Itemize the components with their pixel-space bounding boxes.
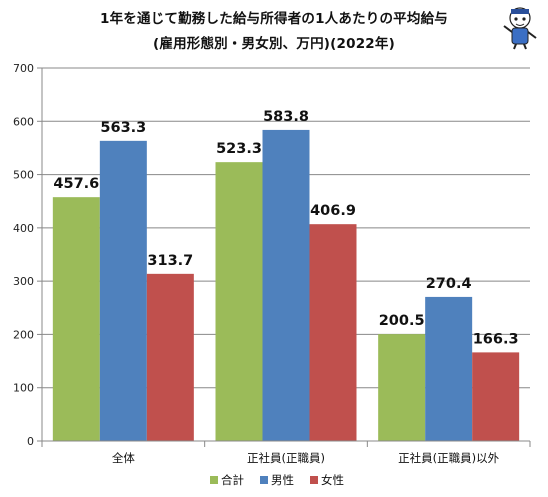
y-tick-label: 300	[13, 275, 34, 288]
mascot-illustration	[503, 7, 537, 50]
data-label: 523.3	[216, 141, 262, 157]
bar-2-0	[146, 273, 194, 441]
bar-2-1	[309, 224, 357, 441]
y-tick-label: 500	[13, 169, 34, 182]
data-label: 270.4	[426, 276, 472, 292]
y-tick-label: 200	[13, 328, 34, 341]
data-label: 200.5	[379, 313, 425, 329]
legend-swatch-2	[310, 476, 318, 484]
legend-swatch-1	[260, 476, 268, 484]
data-label: 563.3	[100, 120, 146, 136]
bar-0-2	[378, 334, 426, 441]
bar-1-0	[99, 140, 147, 442]
y-tick-label: 100	[13, 382, 34, 395]
x-category-label: 正社員(正職員)以外	[398, 451, 499, 465]
x-category-label: 全体	[112, 451, 135, 465]
bar-0-0	[52, 197, 100, 441]
legend-label-1: 男性	[271, 473, 294, 487]
bar-0-1	[215, 162, 263, 441]
y-tick-label: 700	[13, 62, 34, 75]
y-tick-label: 600	[13, 115, 34, 128]
legend-label-2: 女性	[321, 473, 344, 487]
legend-label-0: 合計	[221, 473, 244, 487]
data-label: 406.9	[310, 203, 356, 219]
bar-1-1	[262, 129, 310, 441]
y-tick-label: 0	[27, 435, 34, 448]
data-label: 457.6	[53, 176, 99, 192]
data-label: 583.8	[263, 109, 309, 125]
data-label: 313.7	[147, 253, 193, 269]
x-category-label: 正社員(正職員)	[247, 451, 325, 465]
legend-swatch-0	[210, 476, 218, 484]
bar-2-2	[472, 352, 520, 441]
chart-title: 1年を通じて勤務した給与所得者の1人あたりの平均給与	[100, 11, 448, 27]
data-label: 166.3	[473, 331, 519, 347]
bar-1-2	[425, 296, 473, 441]
chart-subtitle: (雇用形態別・男女別、万円)(2022年)	[153, 36, 395, 52]
y-tick-label: 400	[13, 222, 34, 235]
